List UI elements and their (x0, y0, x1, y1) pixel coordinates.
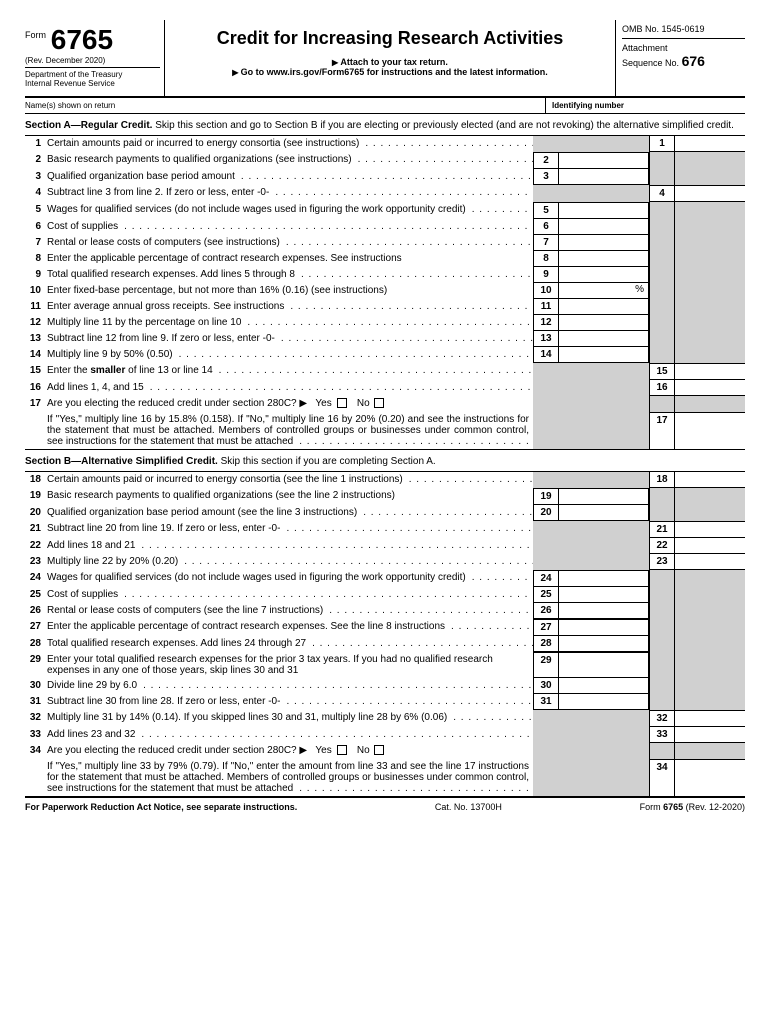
line-27: 27Enter the applicable percentage of con… (25, 619, 745, 636)
yes-checkbox-34[interactable] (337, 745, 347, 755)
form-header: Form 6765 (Rev. December 2020) Departmen… (25, 20, 745, 98)
header-left: Form 6765 (Rev. December 2020) Departmen… (25, 20, 165, 96)
line-9: 9Total qualified research expenses. Add … (25, 267, 745, 283)
line-13: 13Subtract line 12 from line 9. If zero … (25, 331, 745, 347)
line-28: 28Total qualified research expenses. Add… (25, 636, 745, 652)
attachment-label: Attachment (622, 43, 745, 53)
name-label[interactable]: Name(s) shown on return (25, 98, 545, 113)
line-4: 4Subtract line 3 from line 2. If zero or… (25, 185, 745, 202)
line-1: 1Certain amounts paid or incurred to ene… (25, 136, 745, 152)
line-3: 3Qualified organization base period amou… (25, 169, 745, 185)
line-25: 25Cost of supplies25 (25, 587, 745, 603)
line-12: 12Multiply line 11 by the percentage on … (25, 315, 745, 331)
omb-number: OMB No. 1545-0619 (622, 24, 745, 39)
form-title: Credit for Increasing Research Activitie… (173, 28, 607, 49)
yes-checkbox-17[interactable] (337, 398, 347, 408)
sequence: Sequence No. 676 (622, 53, 745, 69)
line-5: 5Wages for qualified services (do not in… (25, 202, 745, 219)
line-14: 14Multiply line 9 by 50% (0.50)14 (25, 347, 745, 363)
line-34-t: If "Yes," multiply line 33 by 79% (0.79)… (25, 759, 745, 796)
line-10: 10Enter fixed-base percentage, but not m… (25, 283, 745, 299)
line-29: 29Enter your total qualified research ex… (25, 652, 745, 678)
footer: For Paperwork Reduction Act Notice, see … (25, 796, 745, 812)
line-2: 2Basic research payments to qualified or… (25, 152, 745, 169)
line-30: 30Divide line 29 by 6.030 (25, 678, 745, 694)
line-16: 16Add lines 1, 4, and 1516 (25, 380, 745, 396)
section-a-header: Section A—Regular Credit. Skip this sect… (25, 114, 745, 136)
subtitle-1: Attach to your tax return. (173, 57, 607, 67)
line-33: 33Add lines 23 and 3233 (25, 727, 745, 743)
line-26: 26Rental or lease costs of computers (se… (25, 603, 745, 619)
footer-left: For Paperwork Reduction Act Notice, see … (25, 802, 297, 812)
line-15: 15Enter the smaller of line 13 or line 1… (25, 363, 745, 380)
revision: (Rev. December 2020) (25, 56, 160, 65)
header-right: OMB No. 1545-0619 Attachment Sequence No… (615, 20, 745, 96)
form-number: 6765 (51, 24, 113, 56)
subtitle-2: Go to www.irs.gov/Form6765 for instructi… (173, 67, 607, 77)
form-word: Form (25, 30, 46, 40)
line-32: 32Multiply line 31 by 14% (0.14). If you… (25, 710, 745, 727)
footer-right: Form 6765 (Rev. 12-2020) (640, 802, 745, 812)
line-17-t: If "Yes," multiply line 16 by 15.8% (0.1… (25, 412, 745, 450)
line-21: 21Subtract line 20 from line 19. If zero… (25, 521, 745, 538)
department: Department of the TreasuryInternal Reven… (25, 67, 160, 88)
name-row: Name(s) shown on return Identifying numb… (25, 98, 745, 114)
header-center: Credit for Increasing Research Activitie… (165, 20, 615, 96)
line-7: 7Rental or lease costs of computers (see… (25, 235, 745, 251)
line-8: 8Enter the applicable percentage of cont… (25, 251, 745, 267)
line-22: 22Add lines 18 and 2122 (25, 538, 745, 554)
section-b-header: Section B—Alternative Simplified Credit.… (25, 450, 745, 472)
line-19: 19Basic research payments to qualified o… (25, 488, 745, 505)
line-17-q: 17Are you electing the reduced credit un… (25, 396, 745, 412)
line-34-q: 34Are you electing the reduced credit un… (25, 743, 745, 759)
line-24: 24Wages for qualified services (do not i… (25, 570, 745, 587)
line-6: 6Cost of supplies6 (25, 219, 745, 235)
line-23: 23Multiply line 22 by 20% (0.20)23 (25, 554, 745, 570)
line-31: 31Subtract line 30 from line 28. If zero… (25, 694, 745, 710)
no-checkbox-34[interactable] (374, 745, 384, 755)
id-label[interactable]: Identifying number (545, 98, 745, 113)
line-18: 18Certain amounts paid or incurred to en… (25, 472, 745, 488)
line-11: 11Enter average annual gross receipts. S… (25, 299, 745, 315)
line-20: 20Qualified organization base period amo… (25, 505, 745, 521)
footer-mid: Cat. No. 13700H (435, 802, 502, 812)
no-checkbox-17[interactable] (374, 398, 384, 408)
